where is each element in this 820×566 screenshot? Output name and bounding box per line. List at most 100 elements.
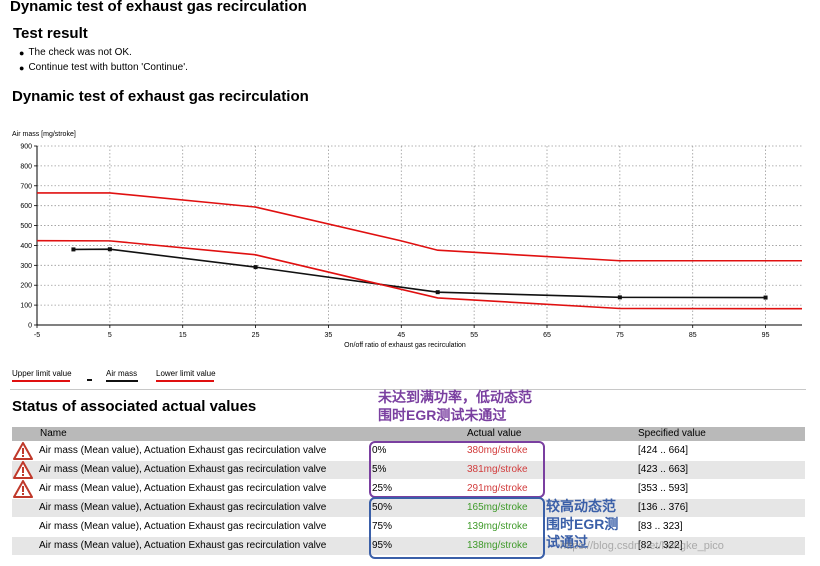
series-line-2 — [36, 239, 803, 310]
row-specified-value: [83 .. 323] — [638, 521, 683, 532]
col-specified: Specified value — [638, 428, 706, 439]
y-tick-label: 200 — [20, 283, 32, 290]
status-heading: Status of associated actual values — [12, 398, 257, 415]
y-tick-label: 700 — [20, 183, 32, 190]
result-message-1: ● The check was not OK. — [19, 47, 132, 58]
table-row: Air mass (Mean value), Actuation Exhaust… — [12, 537, 805, 555]
watermark: https://blog.csdn.net/hongke_pico — [560, 540, 724, 552]
table-header: Name Actual value Specified value — [12, 427, 805, 441]
col-actual: Actual value — [467, 428, 522, 439]
y-tick-label: 400 — [20, 243, 32, 250]
row-name: Air mass (Mean value), Actuation Exhaust… — [39, 540, 327, 551]
warning-icon — [13, 442, 33, 460]
bullet-icon: ● — [19, 47, 25, 58]
row-name: Air mass (Mean value), Actuation Exhaust… — [39, 483, 327, 494]
legend-upper: Upper limit value — [12, 369, 72, 382]
section-divider — [10, 389, 806, 390]
x-tick-label: 5 — [108, 332, 112, 339]
legend-lower: Lower limit value — [156, 369, 216, 382]
x-tick-label: 35 — [325, 332, 333, 339]
x-tick-label: -5 — [34, 332, 40, 339]
legend-lower-label: Lower limit value — [156, 369, 216, 378]
fail-highlight-box — [369, 441, 545, 498]
table-row: Air mass (Mean value), Actuation Exhaust… — [12, 442, 805, 460]
row-specified-value: [424 .. 664] — [638, 445, 689, 456]
table-row: Air mass (Mean value), Actuation Exhaust… — [12, 461, 805, 479]
y-tick-label: 100 — [20, 303, 32, 310]
table-row: Air mass (Mean value), Actuation Exhaust… — [12, 480, 805, 498]
legend-lower-line — [156, 380, 214, 382]
x-tick-label: 15 — [179, 332, 187, 339]
row-actuation-percent: 0% — [372, 445, 387, 456]
legend-separator — [87, 379, 92, 381]
page-title: Dynamic test of exhaust gas recirculatio… — [10, 0, 307, 15]
result-message-text: Continue test with button 'Continue'. — [28, 62, 188, 73]
legend-upper-label: Upper limit value — [12, 369, 72, 378]
row-actual-value: 139mg/stroke — [467, 521, 528, 532]
result-message-2: ● Continue test with button 'Continue'. — [19, 62, 188, 73]
series-line-1 — [73, 248, 766, 299]
pass-note-line: 围时EGR测 — [546, 516, 619, 532]
x-tick-label: 45 — [397, 332, 405, 339]
col-name: Name — [40, 428, 67, 439]
x-tick-label: 25 — [252, 332, 260, 339]
warning-icon — [13, 461, 33, 479]
row-actual-value: 380mg/stroke — [467, 445, 528, 456]
pass-note-line: 试通过 — [546, 534, 588, 550]
row-actual-value: 291mg/stroke — [467, 483, 528, 494]
x-tick-label: 55 — [470, 332, 478, 339]
airmass-point — [617, 295, 622, 300]
x-tick-label: 65 — [543, 332, 551, 339]
fail-note-line: 围时EGR测试未通过 — [378, 407, 507, 423]
row-name: Air mass (Mean value), Actuation Exhaust… — [39, 521, 327, 532]
y-tick-label: 0 — [28, 323, 32, 330]
x-tick-label: 75 — [616, 332, 624, 339]
fail-note-line: 未达到满功率，低动态范 — [378, 389, 532, 405]
y-axis-label: Air mass [mg/stroke] — [12, 131, 76, 138]
row-specified-value: [136 .. 376] — [638, 502, 689, 513]
warning-icon — [13, 480, 33, 498]
row-actuation-percent: 5% — [372, 464, 387, 475]
airmass-point — [71, 247, 76, 252]
row-actuation-percent: 75% — [372, 521, 393, 532]
chart-heading: Dynamic test of exhaust gas recirculatio… — [12, 88, 309, 105]
pass-highlight-box — [369, 497, 545, 559]
y-tick-label: 800 — [20, 163, 32, 170]
pass-note-line: 较高动态范 — [546, 498, 616, 514]
airmass-point — [435, 290, 440, 295]
legend-upper-line — [12, 380, 70, 382]
legend-airmass-label: Air mass — [106, 369, 138, 378]
row-actuation-percent: 25% — [372, 483, 393, 494]
pass-note: 较高动态范 围时EGR测 试通过 — [546, 497, 618, 551]
row-actuation-percent: 95% — [372, 540, 393, 551]
table-row: Air mass (Mean value), Actuation Exhaust… — [12, 499, 805, 517]
bullet-icon: ● — [19, 62, 25, 73]
row-specified-value: [423 .. 663] — [638, 464, 689, 475]
y-tick-label: 300 — [20, 263, 32, 270]
row-actual-value: 165mg/stroke — [467, 502, 528, 513]
result-message-text: The check was not OK. — [28, 47, 132, 58]
y-tick-label: 600 — [20, 203, 32, 210]
test-result-heading: Test result — [13, 25, 88, 42]
egr-chart: Air mass [mg/stroke] 0 100 200 300 400 500 600 7… — [12, 131, 803, 349]
row-name: Air mass (Mean value), Actuation Exhaust… — [39, 502, 327, 513]
table-row: Air mass (Mean value), Actuation Exhaust… — [12, 518, 805, 536]
row-actual-value: 138mg/stroke — [467, 540, 528, 551]
fail-note: 未达到满功率，低动态范 围时EGR测试未通过 — [378, 388, 532, 424]
x-axis-label: On/off ratio of exhaust gas recirculatio… — [344, 342, 466, 349]
row-name: Air mass (Mean value), Actuation Exhaust… — [39, 445, 327, 456]
row-specified-value: [82 .. 322] — [638, 540, 683, 551]
y-tick-label: 500 — [20, 223, 32, 230]
row-actuation-percent: 50% — [372, 502, 393, 513]
row-specified-value: [353 .. 593] — [638, 483, 689, 494]
airmass-point — [107, 247, 112, 252]
row-name: Air mass (Mean value), Actuation Exhaust… — [39, 464, 327, 475]
y-tick-label: 900 — [20, 144, 32, 151]
series-line-0 — [37, 192, 802, 262]
x-tick-label: 85 — [689, 332, 697, 339]
legend-airmass: Air mass — [106, 369, 138, 382]
airmass-point — [253, 265, 258, 270]
x-tick-label: 95 — [762, 332, 770, 339]
legend-airmass-line — [106, 380, 138, 382]
airmass-point — [763, 295, 768, 300]
